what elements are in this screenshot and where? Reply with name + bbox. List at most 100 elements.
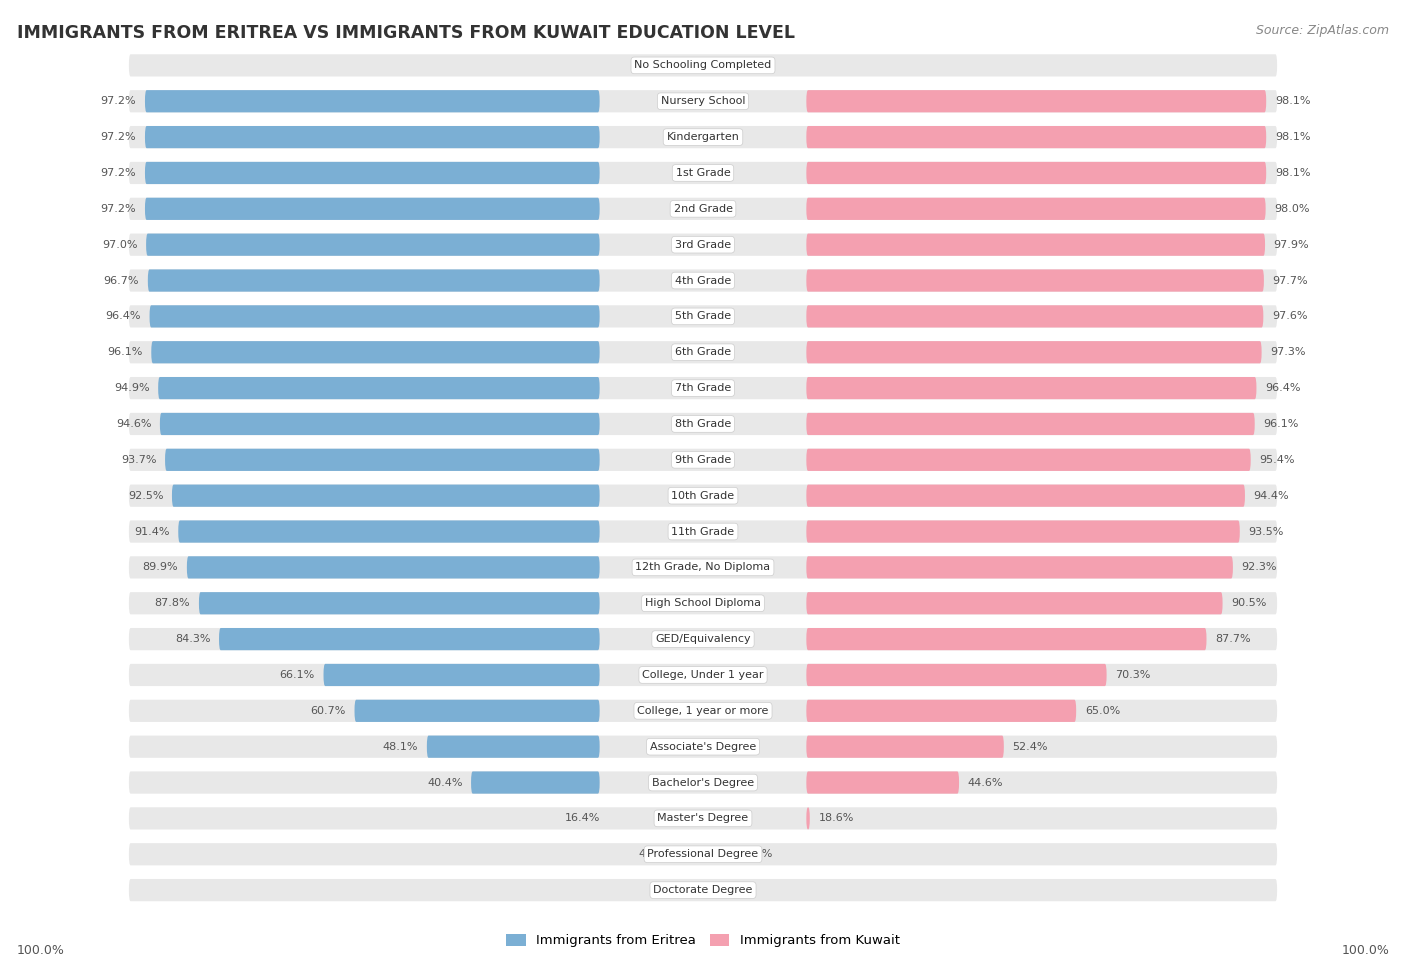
FancyBboxPatch shape [807, 628, 1206, 650]
Text: 91.4%: 91.4% [134, 526, 170, 536]
FancyBboxPatch shape [129, 305, 1277, 328]
Text: 1.9%: 1.9% [723, 60, 751, 70]
Text: 2nd Grade: 2nd Grade [673, 204, 733, 214]
FancyBboxPatch shape [129, 198, 1277, 220]
FancyBboxPatch shape [152, 341, 599, 364]
Text: 2.8%: 2.8% [650, 60, 678, 70]
Text: 98.1%: 98.1% [1275, 132, 1310, 142]
FancyBboxPatch shape [148, 269, 599, 292]
Text: 97.6%: 97.6% [1272, 311, 1308, 322]
Text: IMMIGRANTS FROM ERITREA VS IMMIGRANTS FROM KUWAIT EDUCATION LEVEL: IMMIGRANTS FROM ERITREA VS IMMIGRANTS FR… [17, 24, 794, 42]
FancyBboxPatch shape [471, 771, 599, 794]
Text: 2.6%: 2.6% [727, 885, 755, 895]
Text: 100.0%: 100.0% [17, 945, 65, 957]
FancyBboxPatch shape [807, 162, 1267, 184]
Text: 96.4%: 96.4% [105, 311, 141, 322]
FancyBboxPatch shape [807, 269, 1264, 292]
FancyBboxPatch shape [807, 341, 1261, 364]
Text: Master's Degree: Master's Degree [658, 813, 748, 824]
FancyBboxPatch shape [129, 735, 1277, 758]
FancyBboxPatch shape [179, 521, 599, 543]
FancyBboxPatch shape [129, 126, 1277, 148]
Text: 5.7%: 5.7% [744, 849, 773, 859]
Text: 97.2%: 97.2% [101, 204, 136, 214]
FancyBboxPatch shape [198, 592, 599, 614]
FancyBboxPatch shape [807, 664, 1107, 686]
Text: 18.6%: 18.6% [818, 813, 853, 824]
FancyBboxPatch shape [129, 879, 1277, 901]
Text: 87.8%: 87.8% [155, 599, 190, 608]
Text: GED/Equivalency: GED/Equivalency [655, 634, 751, 644]
Text: Professional Degree: Professional Degree [647, 849, 759, 859]
FancyBboxPatch shape [807, 700, 1076, 722]
Text: 90.5%: 90.5% [1232, 599, 1267, 608]
FancyBboxPatch shape [354, 700, 599, 722]
FancyBboxPatch shape [807, 305, 1264, 328]
FancyBboxPatch shape [149, 305, 599, 328]
FancyBboxPatch shape [807, 485, 1244, 507]
FancyBboxPatch shape [145, 90, 599, 112]
Text: 97.2%: 97.2% [101, 132, 136, 142]
Text: 40.4%: 40.4% [427, 777, 463, 788]
Text: 97.7%: 97.7% [1272, 276, 1308, 286]
Text: 97.3%: 97.3% [1270, 347, 1306, 357]
FancyBboxPatch shape [807, 807, 810, 830]
FancyBboxPatch shape [129, 234, 1277, 255]
Text: 89.9%: 89.9% [142, 563, 179, 572]
FancyBboxPatch shape [807, 377, 1257, 399]
FancyBboxPatch shape [129, 485, 1277, 507]
Text: No Schooling Completed: No Schooling Completed [634, 60, 772, 70]
FancyBboxPatch shape [145, 162, 599, 184]
FancyBboxPatch shape [129, 412, 1277, 435]
Text: 92.3%: 92.3% [1241, 563, 1277, 572]
FancyBboxPatch shape [129, 448, 1277, 471]
Text: 4th Grade: 4th Grade [675, 276, 731, 286]
Text: 4.8%: 4.8% [638, 849, 666, 859]
Text: College, 1 year or more: College, 1 year or more [637, 706, 769, 716]
Text: 96.1%: 96.1% [1264, 419, 1299, 429]
Text: 11th Grade: 11th Grade [672, 526, 734, 536]
FancyBboxPatch shape [807, 90, 1267, 112]
FancyBboxPatch shape [145, 126, 599, 148]
Text: 5th Grade: 5th Grade [675, 311, 731, 322]
Text: 97.2%: 97.2% [101, 97, 136, 106]
Text: 87.7%: 87.7% [1215, 634, 1251, 644]
Text: 8th Grade: 8th Grade [675, 419, 731, 429]
FancyBboxPatch shape [129, 55, 1277, 76]
Text: Kindergarten: Kindergarten [666, 132, 740, 142]
Text: 7th Grade: 7th Grade [675, 383, 731, 393]
FancyBboxPatch shape [129, 628, 1277, 650]
FancyBboxPatch shape [129, 807, 1277, 830]
FancyBboxPatch shape [129, 592, 1277, 614]
Text: 92.5%: 92.5% [128, 490, 163, 501]
FancyBboxPatch shape [146, 234, 599, 255]
FancyBboxPatch shape [807, 234, 1265, 255]
Text: 6th Grade: 6th Grade [675, 347, 731, 357]
FancyBboxPatch shape [129, 843, 1277, 866]
FancyBboxPatch shape [172, 485, 599, 507]
FancyBboxPatch shape [807, 126, 1267, 148]
Text: 94.6%: 94.6% [115, 419, 152, 429]
FancyBboxPatch shape [160, 412, 599, 435]
FancyBboxPatch shape [129, 771, 1277, 794]
FancyBboxPatch shape [129, 700, 1277, 722]
Text: 44.6%: 44.6% [967, 777, 1002, 788]
FancyBboxPatch shape [129, 162, 1277, 184]
Text: 98.0%: 98.0% [1274, 204, 1310, 214]
Text: 96.7%: 96.7% [104, 276, 139, 286]
Text: High School Diploma: High School Diploma [645, 599, 761, 608]
FancyBboxPatch shape [129, 557, 1277, 578]
FancyBboxPatch shape [807, 557, 1233, 578]
FancyBboxPatch shape [807, 592, 1223, 614]
Text: 97.9%: 97.9% [1274, 240, 1309, 250]
FancyBboxPatch shape [323, 664, 599, 686]
Text: 96.1%: 96.1% [107, 347, 142, 357]
Text: 93.7%: 93.7% [121, 454, 156, 465]
Text: 97.2%: 97.2% [101, 168, 136, 178]
FancyBboxPatch shape [129, 664, 1277, 686]
FancyBboxPatch shape [129, 269, 1277, 292]
FancyBboxPatch shape [129, 377, 1277, 399]
Text: 100.0%: 100.0% [1341, 945, 1389, 957]
Text: 60.7%: 60.7% [311, 706, 346, 716]
Text: Associate's Degree: Associate's Degree [650, 742, 756, 752]
